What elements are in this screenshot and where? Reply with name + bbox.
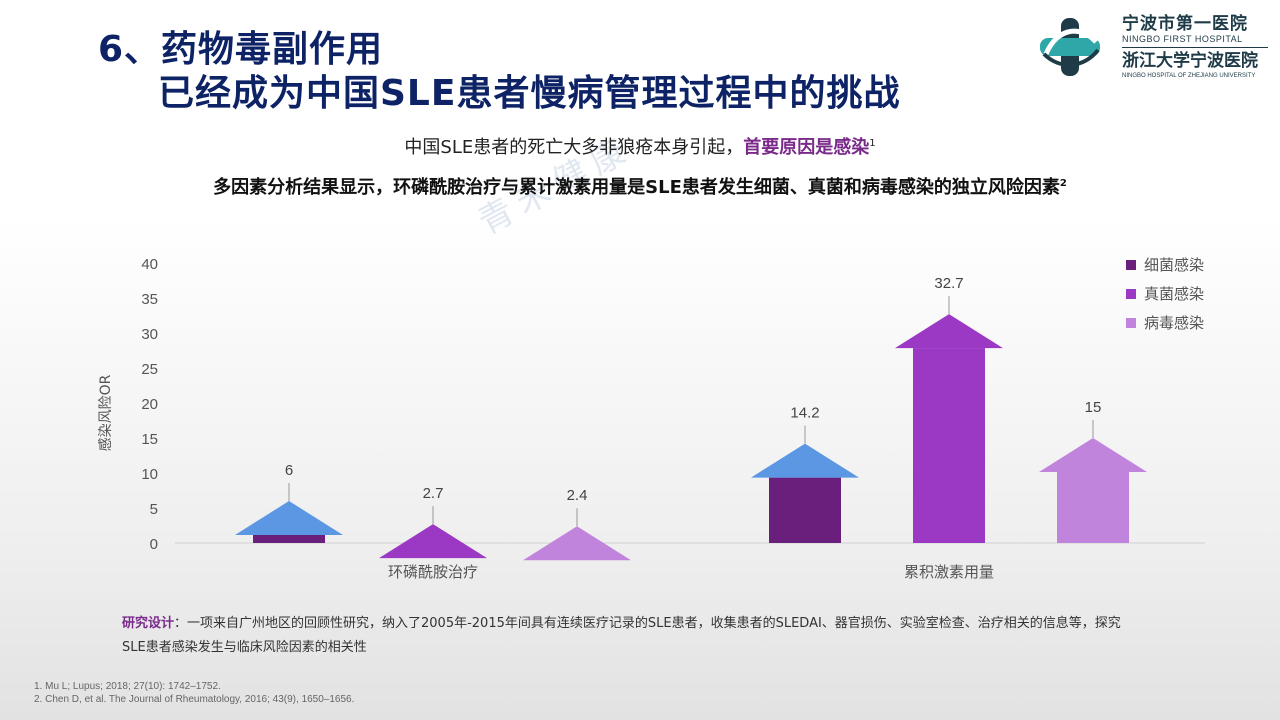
x-category-label: 环磷酰胺治疗 bbox=[388, 563, 478, 581]
y-tick-label: 10 bbox=[141, 466, 158, 483]
study-design-note: 研究设计：一项来自广州地区的回顾性研究，纳入了2005年-2015年间具有连续医… bbox=[122, 612, 1132, 660]
title-line-2: 已经成为中国SLE患者慢病管理过程中的挑战 bbox=[158, 73, 901, 114]
hospital-cross-icon bbox=[1040, 18, 1100, 76]
data-label: 2.4 bbox=[567, 487, 588, 504]
subtitle-risk-factors: 多因素分析结果显示，环磷酰胺治疗与累计激素用量是SLE患者发生细菌、真菌和病毒感… bbox=[0, 173, 1280, 199]
bar-arrow-head bbox=[235, 501, 343, 535]
subtitle-risk-text: 多因素分析结果显示，环磷酰胺治疗与累计激素用量是SLE患者发生细菌、真菌和病毒感… bbox=[213, 177, 1060, 198]
bar-arrow-head bbox=[1039, 438, 1147, 472]
data-label: 2.7 bbox=[423, 485, 444, 502]
bar bbox=[913, 348, 985, 543]
y-axis-label: 感染风险OR bbox=[97, 374, 114, 451]
reference-item: 2. Chen D, et al. The Journal of Rheumat… bbox=[34, 694, 355, 705]
legend-label: 病毒感染 bbox=[1144, 314, 1205, 332]
y-tick-label: 35 bbox=[141, 291, 158, 308]
logo-name-en: NINGBO FIRST HOSPITAL bbox=[1122, 34, 1268, 48]
y-tick-label: 15 bbox=[141, 431, 158, 448]
legend-item: 真菌感染 bbox=[1126, 279, 1204, 308]
legend-swatch bbox=[1126, 288, 1136, 299]
hospital-logo: 宁波市第一医院 NINGBO FIRST HOSPITAL 浙江大学宁波医院 N… bbox=[1036, 14, 1268, 80]
legend-label: 细菌感染 bbox=[1144, 256, 1205, 274]
page-title: 6、药物毒副作用 已经成为中国SLE患者慢病管理过程中的挑战 bbox=[98, 28, 900, 116]
subtitle-mortality: 中国SLE患者的死亡大多非狼疮本身引起，首要原因是感染1 bbox=[0, 133, 1280, 159]
infection-risk-bar-chart: 0 5 10 15 20 25 30 35 40 感染风险OR 6 2.7 2.4 环磷酰胺治疗 14.2 3… bbox=[97, 256, 1205, 581]
legend-item: 病毒感染 bbox=[1126, 308, 1204, 337]
y-tick-label: 5 bbox=[150, 501, 158, 518]
bar-arrow-head bbox=[379, 524, 487, 559]
bar bbox=[769, 477, 841, 543]
logo-affiliation-en: NINGBO HOSPITAL OF ZHEJIANG UNIVERSITY bbox=[1122, 73, 1256, 79]
legend-swatch bbox=[1126, 317, 1136, 328]
reference-item: 1. Mu L; Lupus; 2018; 27(10): 1742–1752. bbox=[34, 681, 221, 692]
y-tick-label: 25 bbox=[141, 361, 158, 378]
data-label: 15 bbox=[1085, 399, 1102, 416]
data-label: 6 bbox=[285, 462, 293, 479]
study-design-label: 研究设计 bbox=[122, 616, 175, 631]
y-tick-label: 20 bbox=[141, 396, 158, 413]
x-category-label: 累积激素用量 bbox=[904, 563, 994, 581]
legend-item: 细菌感染 bbox=[1126, 250, 1204, 279]
bar bbox=[253, 535, 325, 543]
data-label: 32.7 bbox=[934, 275, 963, 292]
y-tick-label: 30 bbox=[141, 326, 158, 343]
references: 1. Mu L; Lupus; 2018; 27(10): 1742–1752.… bbox=[34, 680, 354, 706]
bar bbox=[1057, 472, 1129, 543]
legend-swatch bbox=[1126, 259, 1136, 270]
bar-arrow-head bbox=[751, 443, 859, 478]
data-label: 14.2 bbox=[790, 405, 819, 422]
subtitle-mortality-ref: 1 bbox=[869, 138, 876, 149]
subtitle-mortality-emphasis: 首要原因是感染 bbox=[743, 137, 870, 158]
y-tick-label: 40 bbox=[141, 256, 158, 273]
chart-legend: 细菌感染 真菌感染 病毒感染 bbox=[1126, 250, 1204, 337]
subtitle-risk-ref: 2 bbox=[1059, 178, 1067, 189]
bar-arrow-head bbox=[523, 526, 631, 561]
logo-affiliation-cn: 浙江大学宁波医院 bbox=[1122, 51, 1258, 71]
logo-name-cn: 宁波市第一医院 bbox=[1122, 14, 1248, 34]
study-design-text: ：一项来自广州地区的回顾性研究，纳入了2005年-2015年间具有连续医疗记录的… bbox=[122, 616, 1121, 655]
title-line-1: 6、药物毒副作用 bbox=[98, 29, 384, 70]
subtitle-mortality-text: 中国SLE患者的死亡大多非狼疮本身引起， bbox=[404, 137, 744, 158]
bar-arrow-head bbox=[895, 314, 1003, 349]
y-tick-label: 0 bbox=[150, 536, 158, 553]
legend-label: 真菌感染 bbox=[1144, 285, 1205, 303]
